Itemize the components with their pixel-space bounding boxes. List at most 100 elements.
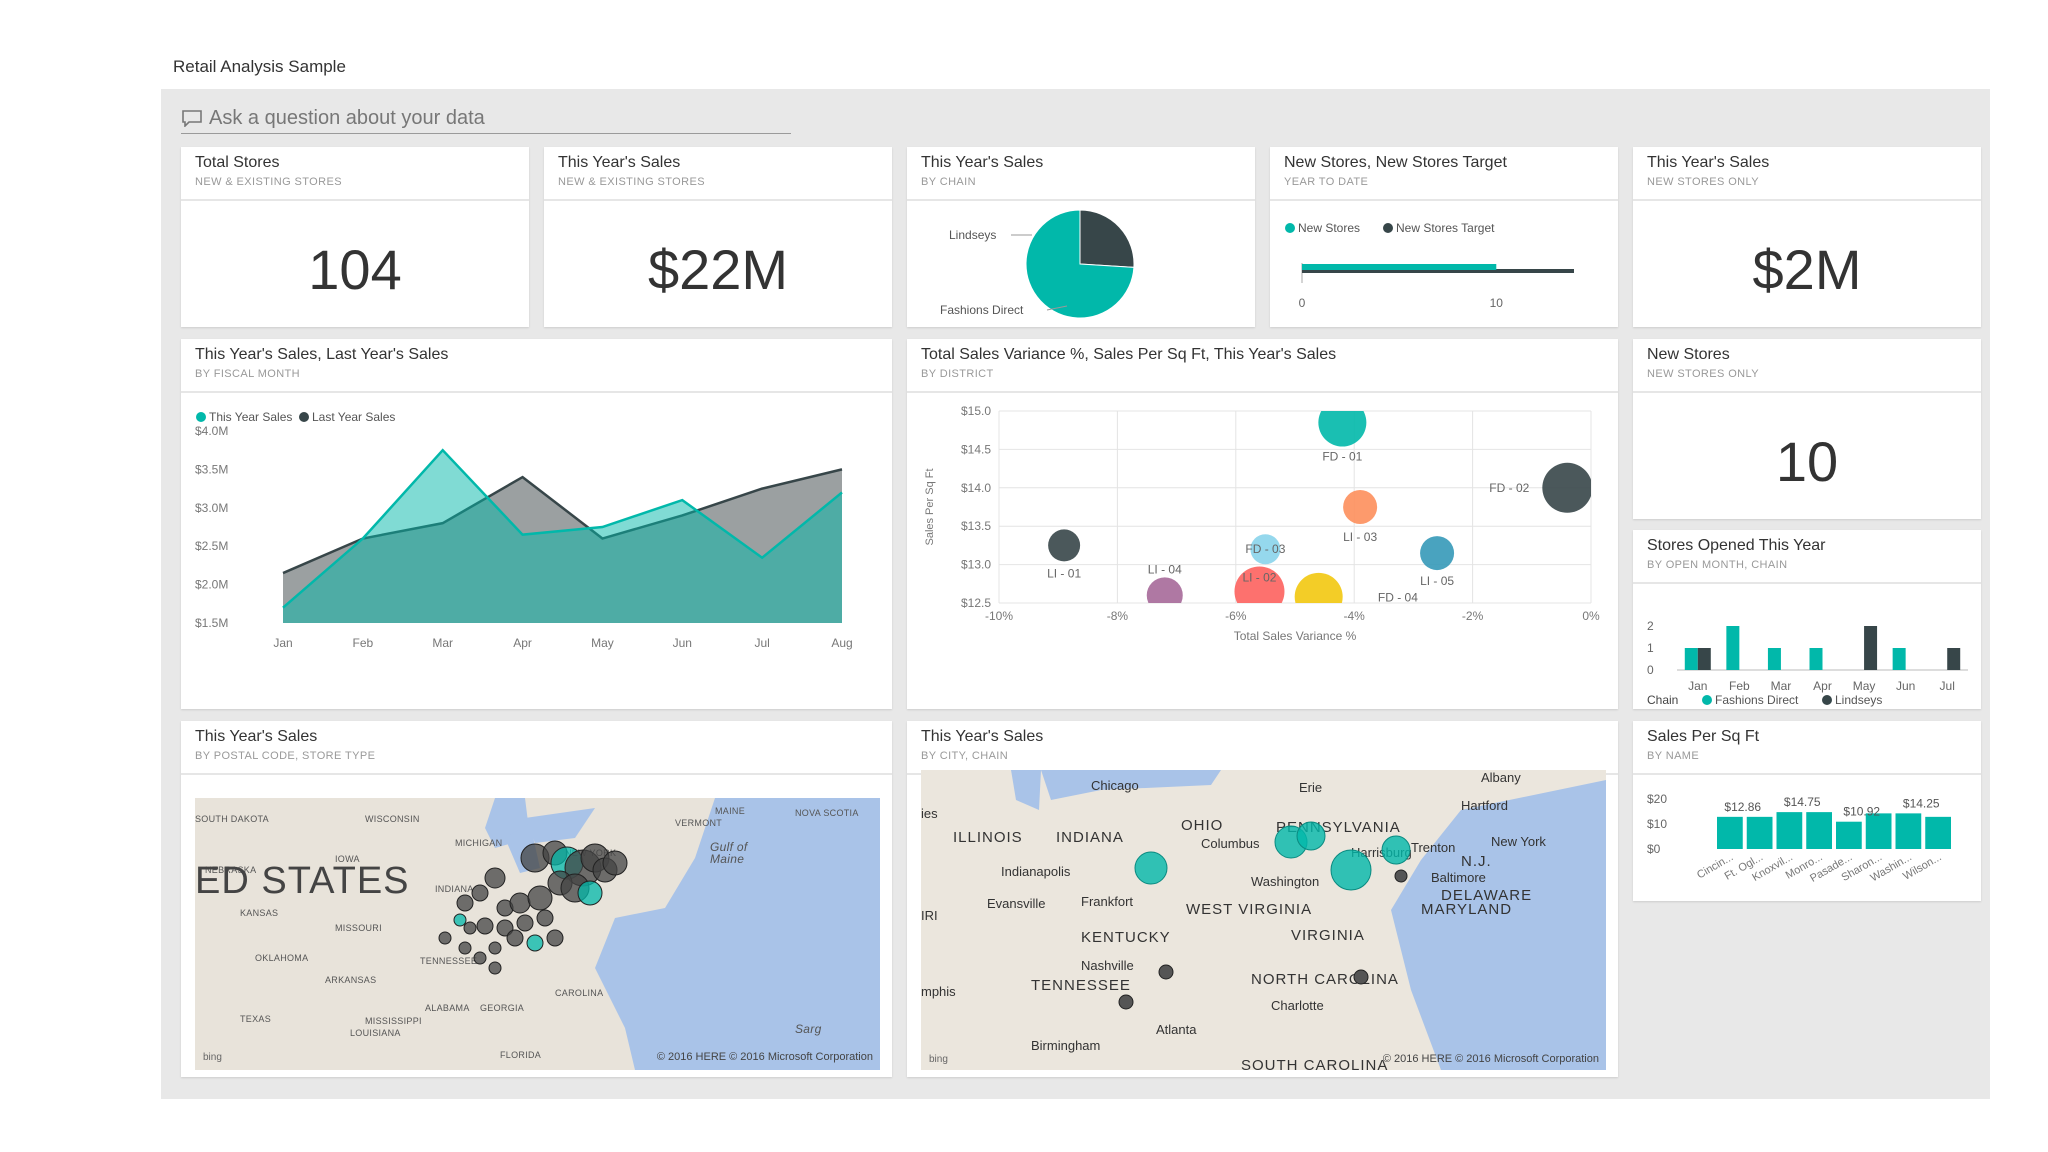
qa-input[interactable] bbox=[209, 106, 791, 130]
area-chart[interactable]: This Year Sales Last Year Sales $4.0M $3.5M… bbox=[181, 393, 892, 709]
y-tick-label: $0 bbox=[1647, 842, 1661, 856]
map-label: MAINE bbox=[715, 806, 745, 816]
qa-box[interactable] bbox=[181, 103, 791, 134]
pie-label: Fashions Direct bbox=[940, 303, 1024, 317]
map-bubble bbox=[453, 913, 467, 927]
legend-swatch bbox=[1702, 695, 1712, 705]
x-tick-label: May bbox=[1853, 679, 1876, 693]
tile-total-stores[interactable]: Total Stores NEW & EXISTING STORES 104 bbox=[181, 147, 529, 327]
bar bbox=[1809, 648, 1823, 670]
postal-code-map[interactable]: SOUTH DAKOTA WISCONSIN MICHIGAN VERMONT MAIN… bbox=[195, 798, 880, 1070]
bar bbox=[1697, 648, 1711, 670]
pie-slice bbox=[1079, 209, 1135, 268]
x-tick-label: Jul bbox=[1940, 679, 1955, 693]
map-label: OKLAHOMA bbox=[255, 953, 308, 963]
y-tick-label: $4.0M bbox=[195, 424, 228, 438]
target-bar bbox=[1302, 269, 1574, 273]
y-tick-label: $1.5M bbox=[195, 616, 228, 630]
tile-header: New Stores, New Stores Target YEAR TO DA… bbox=[1270, 147, 1618, 201]
tile-title: New Stores, New Stores Target bbox=[1284, 154, 1507, 171]
map-label: MARYLAND bbox=[1421, 901, 1512, 918]
y-tick-label: $14.0 bbox=[961, 481, 991, 495]
target-chart[interactable]: New Stores New Stores Target 0 10 bbox=[1270, 201, 1618, 327]
bubble bbox=[1420, 536, 1455, 571]
bar bbox=[1864, 626, 1878, 670]
bar bbox=[1717, 816, 1743, 849]
map-label: GEORGIA bbox=[480, 1003, 524, 1013]
tile-header: This Year's Sales BY POSTAL CODE, STORE … bbox=[181, 721, 892, 775]
bar bbox=[1892, 648, 1906, 670]
map-label: Nashville bbox=[1081, 958, 1134, 973]
tile-stores-opened[interactable]: Stores Opened This Year BY OPEN MONTH, C… bbox=[1633, 530, 1981, 709]
tile-header: This Year's Sales, Last Year's Sales BY … bbox=[181, 339, 892, 393]
tile-variance-by-district[interactable]: Total Sales Variance %, Sales Per Sq Ft,… bbox=[907, 339, 1618, 709]
y-tick-label: $13.5 bbox=[961, 519, 991, 533]
bubble-label: LI - 04 bbox=[1148, 562, 1182, 576]
map-label: IOWA bbox=[335, 854, 360, 864]
map-label: Hartford bbox=[1461, 798, 1508, 813]
map-label: INDIANA bbox=[435, 884, 474, 894]
map-label: Frankfort bbox=[1081, 894, 1133, 909]
map-bubble bbox=[1134, 851, 1168, 885]
card-value: $2M bbox=[1752, 238, 1862, 301]
x-tick-label: Jan bbox=[1688, 679, 1707, 693]
this-year-area bbox=[283, 450, 842, 623]
map-lake bbox=[1011, 770, 1041, 810]
map-label: Sarg bbox=[795, 1022, 822, 1036]
tile-new-stores-target[interactable]: New Stores, New Stores Target YEAR TO DA… bbox=[1270, 147, 1618, 327]
x-tick-label: Apr bbox=[513, 636, 532, 650]
bubble-label: LI - 05 bbox=[1420, 574, 1454, 588]
bar bbox=[1767, 648, 1781, 670]
tile-header: Stores Opened This Year BY OPEN MONTH, C… bbox=[1633, 530, 1981, 584]
map-bubble bbox=[458, 941, 472, 955]
data-label: $10.92 bbox=[1843, 805, 1880, 819]
x-tick-label: Mar bbox=[1771, 679, 1792, 693]
x-tick-label: Feb bbox=[353, 636, 374, 650]
tile-sales-card[interactable]: This Year's Sales NEW & EXISTING STORES … bbox=[544, 147, 892, 327]
tile-title: This Year's Sales bbox=[921, 728, 1044, 745]
map-label: LOUISIANA bbox=[350, 1028, 401, 1038]
scatter-chart[interactable]: -10% -8% -6% -4% -2% 0% $15.0 $14.5 $14.0 $13.5 $1… bbox=[907, 393, 1618, 709]
map-label: CAROLINA bbox=[555, 988, 603, 998]
data-label: $12.86 bbox=[1724, 800, 1761, 814]
map-label: VERMONT bbox=[675, 818, 722, 828]
map-copyright: © 2016 HERE © 2016 Microsoft Corporation bbox=[657, 1051, 873, 1063]
bar bbox=[1895, 813, 1922, 849]
tile-subtitle: NEW & EXISTING STORES bbox=[195, 176, 342, 188]
bing-logo: bing bbox=[929, 1054, 948, 1065]
map-label: Erie bbox=[1299, 780, 1322, 795]
bar bbox=[1947, 648, 1961, 670]
tile-subtitle: BY POSTAL CODE, STORE TYPE bbox=[195, 750, 376, 762]
tile-postal-map[interactable]: This Year's Sales BY POSTAL CODE, STORE … bbox=[181, 721, 892, 1077]
map-bubble bbox=[488, 961, 502, 975]
map-label: VIRGINIA bbox=[1291, 927, 1365, 944]
tile-subtitle: BY FISCAL MONTH bbox=[195, 368, 301, 380]
map-bubble bbox=[456, 894, 474, 912]
map-label: Columbus bbox=[1201, 836, 1260, 851]
tile-sales-per-sqft[interactable]: Sales Per Sq Ft BY NAME $20 $10 $0 Cincin..… bbox=[1633, 721, 1981, 901]
tile-new-stores-card[interactable]: New Stores NEW STORES ONLY 10 bbox=[1633, 339, 1981, 519]
map-label: Gulf of bbox=[710, 840, 749, 854]
x-tick-label: May bbox=[591, 636, 614, 650]
tile-title: Sales Per Sq Ft bbox=[1647, 728, 1760, 745]
pie-chart[interactable]: Lindseys Fashions Direct bbox=[907, 201, 1255, 327]
tile-sales-by-month[interactable]: This Year's Sales, Last Year's Sales BY … bbox=[181, 339, 892, 709]
tile-sales-new-card[interactable]: This Year's Sales NEW STORES ONLY $2M bbox=[1633, 147, 1981, 327]
map-label: NEBRASKA bbox=[205, 865, 256, 875]
map-bubble bbox=[506, 929, 524, 947]
city-map[interactable]: Chicago Erie Albany Hartford ILLINOIS INDIANA… bbox=[921, 770, 1606, 1070]
tile-subtitle: BY NAME bbox=[1647, 750, 1700, 762]
tile-sales-by-chain[interactable]: This Year's Sales BY CHAIN Lindseys Fashi… bbox=[907, 147, 1255, 327]
tile-header: New Stores NEW STORES ONLY bbox=[1633, 339, 1981, 393]
map-bubble bbox=[516, 914, 534, 932]
map-label: ies bbox=[921, 806, 938, 821]
stores-opened-chart[interactable]: 2 1 0 Jan Feb Mar Apr May Jun Jul Chain Fashions Di… bbox=[1633, 584, 1981, 709]
map-label: ALABAMA bbox=[425, 1003, 470, 1013]
tile-city-map[interactable]: This Year's Sales BY CITY, CHAIN Chicago… bbox=[907, 721, 1618, 1077]
y-tick-label: $2.5M bbox=[195, 539, 228, 553]
bubble-label: FD - 03 bbox=[1245, 542, 1285, 556]
map-label: ED STATES bbox=[195, 860, 410, 902]
bubble-label: LI - 02 bbox=[1242, 570, 1276, 584]
x-tick-label: Jun bbox=[673, 636, 692, 650]
